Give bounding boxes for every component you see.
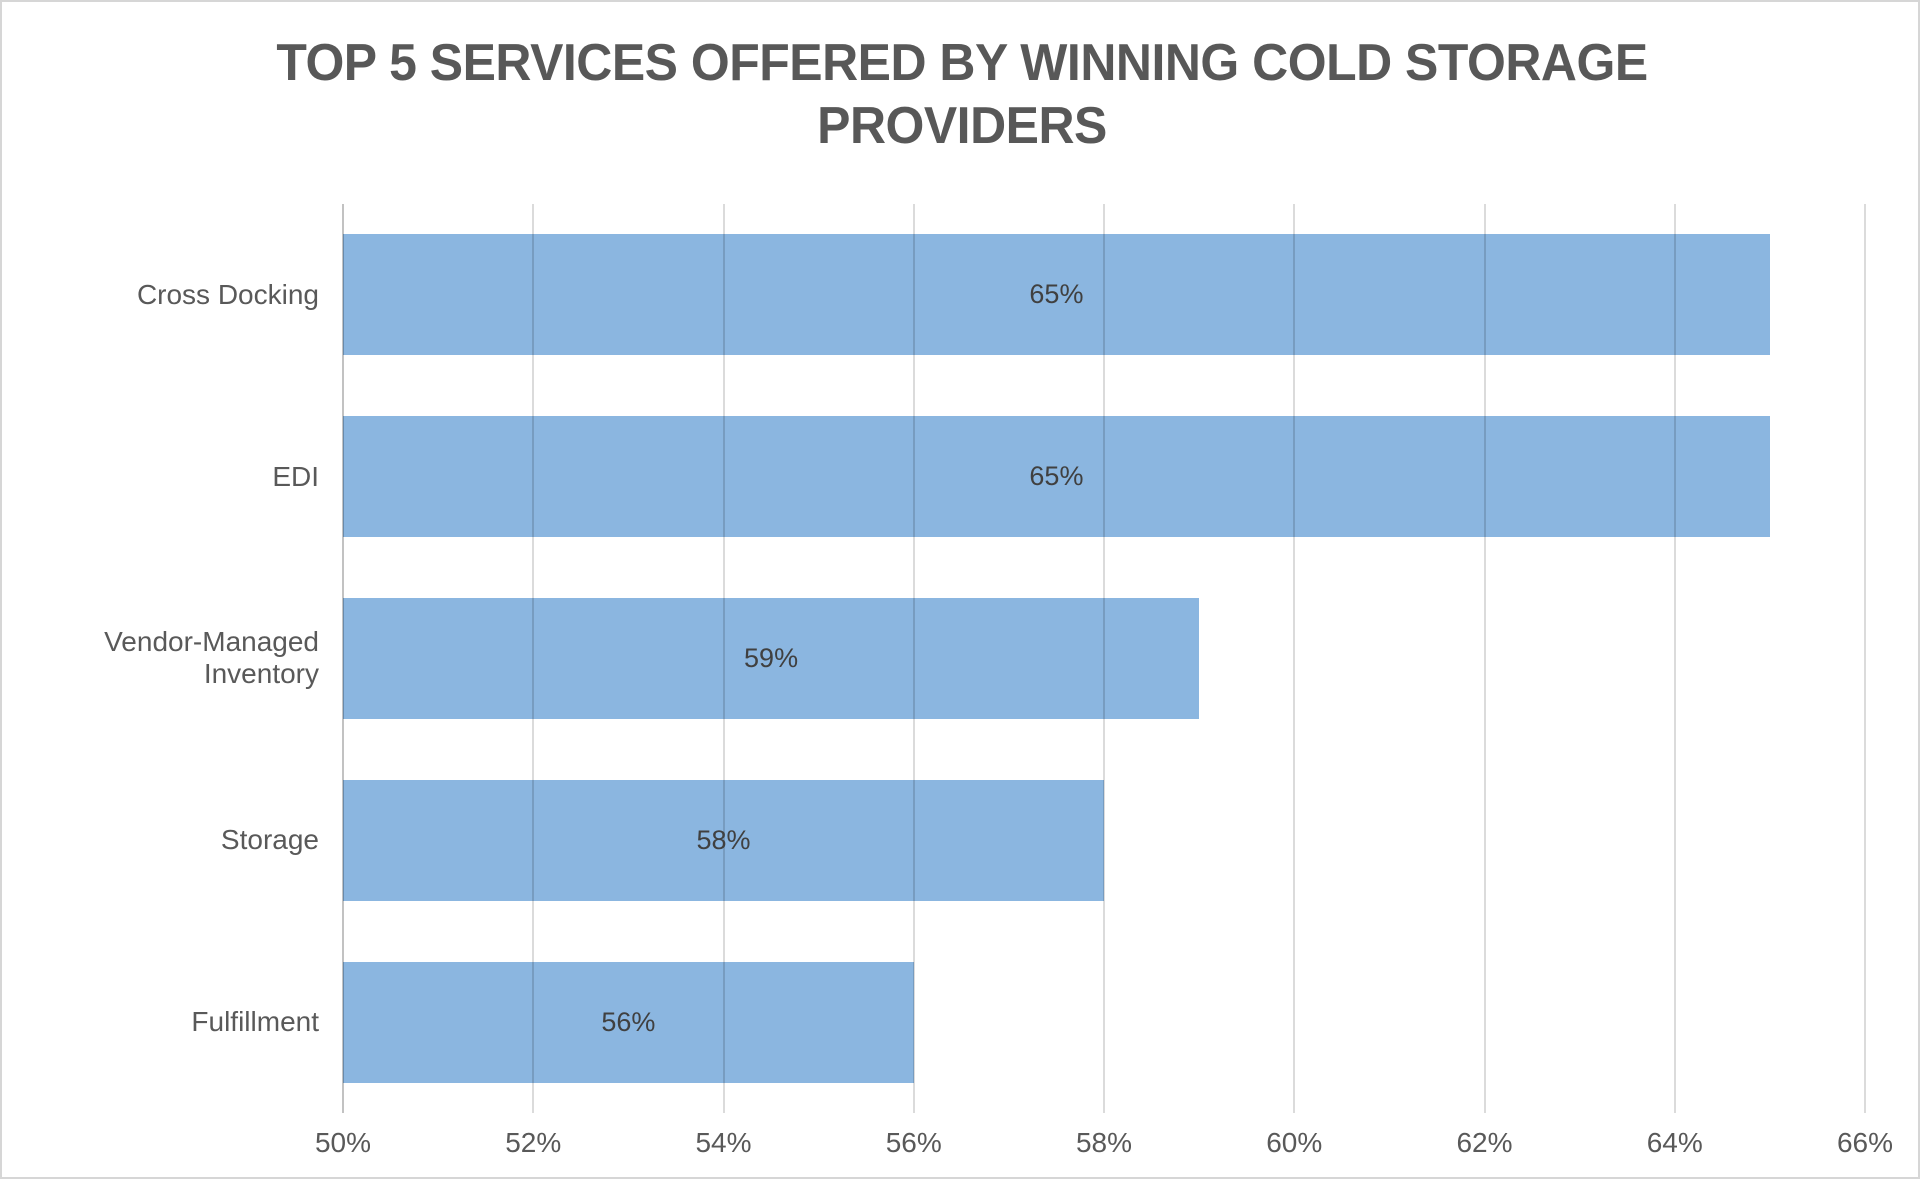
gridline — [1673, 204, 1676, 1113]
category-label-cross-docking: Cross Docking — [136, 278, 319, 310]
bar-fulfillment — [343, 961, 914, 1083]
bar-storage — [343, 779, 1104, 901]
gridline — [1483, 204, 1486, 1113]
x-tick-label: 56% — [885, 1127, 942, 1158]
category-label-fulfillment: Fulfillment — [191, 1006, 319, 1038]
category-label-vendor-managed-inventory: Vendor-Managed Inventory — [104, 626, 319, 690]
bar-edi — [343, 416, 1770, 538]
bar-value-label: 65% — [1029, 279, 1084, 310]
bar-value-label: 65% — [1029, 461, 1084, 492]
gridline — [1293, 204, 1296, 1113]
category-label-storage: Storage — [220, 824, 319, 856]
x-tick-label: 52% — [505, 1127, 562, 1158]
gridline — [722, 204, 725, 1113]
gridline — [912, 204, 915, 1113]
x-tick-label: 50% — [314, 1127, 372, 1158]
value-axis-line — [342, 204, 344, 1113]
chart-title: TOP 5 SERVICES OFFERED BY WINNING COLD S… — [276, 34, 1648, 155]
gridline — [1103, 204, 1105, 1113]
x-tick-label: 66% — [1836, 1127, 1894, 1158]
bar-value-label: 58% — [696, 824, 751, 855]
x-tick-label: 64% — [1646, 1127, 1703, 1158]
category-label-edi: EDI — [272, 460, 319, 492]
bar-vendor-managed-inventory — [343, 597, 1200, 720]
x-tick-label: 54% — [695, 1127, 752, 1158]
gridline — [532, 204, 535, 1113]
x-tick-label: 58% — [1075, 1127, 1133, 1158]
gridline — [1864, 204, 1866, 1113]
bar-value-label: 56% — [601, 1006, 656, 1037]
x-tick-label: 60% — [1266, 1127, 1323, 1158]
plot-area: 65% 65% 59% 58% 56% — [342, 204, 1866, 1113]
x-tick-label: 62% — [1456, 1127, 1513, 1158]
bar-cross-docking — [343, 234, 1770, 356]
bar-value-label: 59% — [744, 642, 799, 673]
